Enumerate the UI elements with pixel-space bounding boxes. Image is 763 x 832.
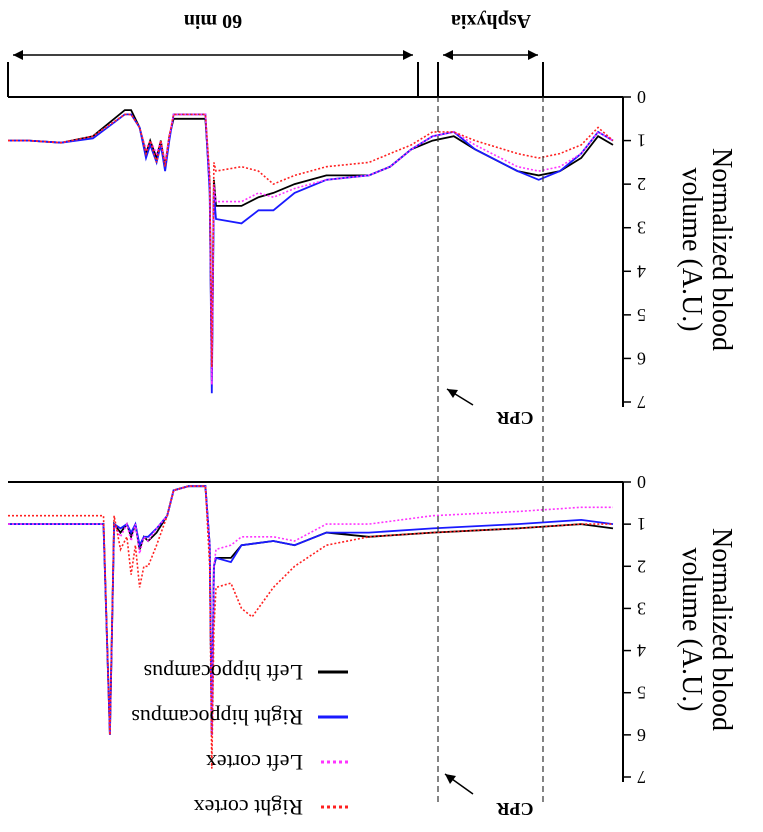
- legend-label-left_cortex: Left cortex: [206, 750, 303, 775]
- lower-ylabel-line1: Normalized blood: [706, 528, 737, 731]
- period-brackets: 60 min Asphyxia: [7, 10, 544, 98]
- series-line-left_cortex: [8, 113, 614, 385]
- legend-label-left_hippocampus: Left hippocampus: [144, 660, 303, 685]
- y-tick-label: 3: [637, 218, 646, 238]
- y-tick-label: 0: [637, 472, 646, 492]
- series-line-right_cortex: [8, 485, 613, 769]
- lower-y-ticks: 0 1 2 3 4 5 6 7: [623, 472, 646, 787]
- upper-ylabel-line2: volume (A.U.): [676, 167, 707, 331]
- upper-series-lines: [8, 109, 614, 394]
- series-line-right_cortex: [8, 113, 614, 368]
- upper-ylabel-line1: Normalized blood: [706, 148, 737, 351]
- y-tick-label: 5: [637, 683, 646, 703]
- y-tick-label: 6: [637, 348, 646, 368]
- cpr-label-upper: CPR: [496, 408, 534, 428]
- panel-lower: 0 1 2 3 4 5 6 7 Normalized blood volume (A.U.): [8, 472, 737, 787]
- series-line-left_hippocampus: [8, 109, 614, 381]
- legend-label-right_hippocampus: Right hippocampus: [131, 705, 303, 730]
- y-tick-label: 3: [637, 598, 646, 618]
- y-tick-label: 5: [637, 305, 646, 325]
- y-tick-label: 1: [637, 514, 646, 534]
- cpr-annotation-lower: CPR: [444, 773, 534, 819]
- y-tick-label: 2: [637, 556, 646, 576]
- y-tick-label: 0: [637, 87, 646, 107]
- baseline-arrow-head-left: [403, 50, 413, 60]
- y-tick-label: 1: [637, 131, 646, 151]
- upper-y-ticks: 0 1 2 3 4 5 6 7: [623, 87, 646, 412]
- asphyxia-arrow-head-left: [528, 50, 538, 60]
- y-tick-label: 7: [637, 392, 646, 412]
- y-tick-label: 4: [637, 641, 646, 661]
- series-line-right_hippocampus: [8, 485, 614, 735]
- cpr-arrowhead-upper: [447, 389, 458, 398]
- y-tick-label: 6: [637, 725, 646, 745]
- panel-upper: 0 1 2 3 4 5 6 7 Normalized blood volume (A.U.): [8, 87, 737, 412]
- y-tick-label: 7: [637, 767, 646, 787]
- lower-series-lines: [8, 485, 614, 769]
- asphyxia-period-label: Asphyxia: [451, 10, 531, 32]
- y-tick-label: 2: [637, 174, 646, 194]
- y-tick-label: 4: [637, 261, 646, 281]
- asphyxia-arrow-head-right: [443, 50, 453, 60]
- baseline-arrow-head-right: [13, 50, 23, 60]
- cpr-annotation-upper: CPR: [446, 388, 534, 428]
- lower-ylabel-line2: volume (A.U.): [676, 547, 707, 711]
- baseline-period-label: 60 min: [184, 10, 242, 32]
- cpr-arrowhead-lower: [445, 774, 456, 784]
- cpr-label-lower: CPR: [496, 799, 534, 819]
- legend-label-right_cortex: Right cortex: [194, 795, 303, 820]
- series-line-right_hippocampus: [8, 113, 614, 394]
- legend: Right cortex Left cortex Right hippocampus…: [131, 660, 348, 820]
